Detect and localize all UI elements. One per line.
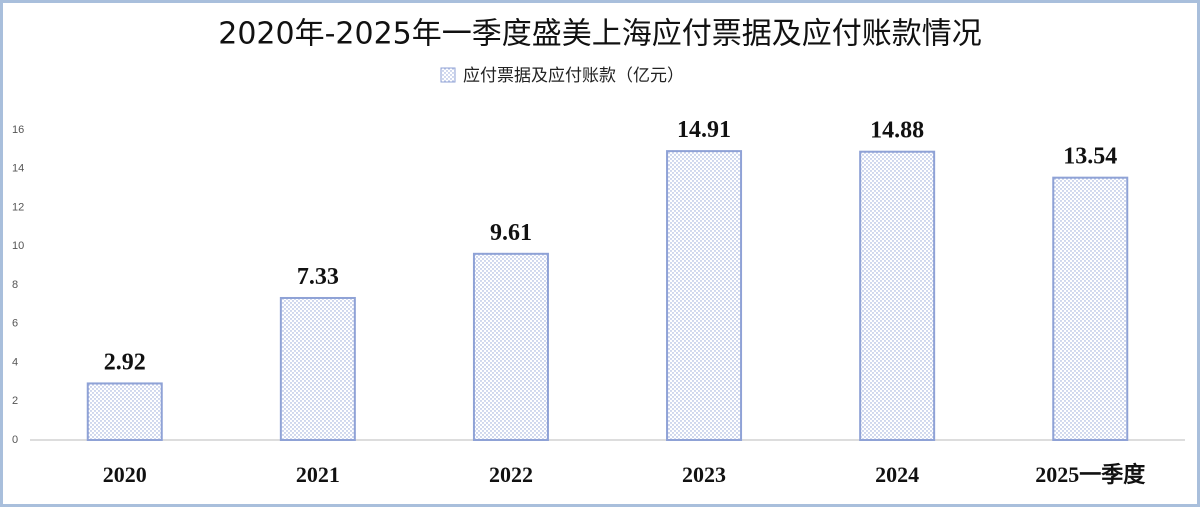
- x-tick-label: 2023: [682, 462, 726, 487]
- y-tick-label: 14: [12, 163, 24, 175]
- bar: [86, 382, 163, 441]
- value-label: 9.61: [490, 220, 532, 246]
- value-label: 13.54: [1063, 144, 1117, 170]
- bar: [859, 150, 936, 441]
- bar: [279, 296, 356, 442]
- bar: [1052, 176, 1129, 441]
- legend-swatch: [440, 67, 456, 83]
- bar: [472, 252, 549, 441]
- y-tick-label: 0: [12, 434, 18, 446]
- x-tick-label: 2025一季度: [1035, 462, 1146, 487]
- x-tick-label: 2024: [875, 462, 919, 487]
- y-tick-label: 16: [12, 124, 24, 136]
- x-tick-label: 2020: [103, 462, 147, 487]
- chart-title: 2020年-2025年一季度盛美上海应付票据及应付账款情况: [218, 17, 982, 52]
- y-tick-label: 10: [12, 240, 24, 252]
- x-tick-label: 2021: [296, 462, 340, 487]
- y-tick-label: 6: [12, 318, 18, 330]
- value-label: 14.91: [677, 117, 731, 143]
- y-tick-label: 4: [12, 356, 18, 368]
- y-tick-label: 12: [12, 201, 24, 213]
- y-tick-label: 8: [12, 279, 18, 291]
- bar: [666, 150, 743, 441]
- value-label: 7.33: [297, 264, 339, 290]
- value-label: 2.92: [104, 349, 146, 375]
- value-label: 14.88: [870, 118, 924, 144]
- legend-label: 应付票据及应付账款（亿元）: [463, 66, 684, 86]
- x-tick-label: 2022: [489, 462, 533, 487]
- y-tick-label: 2: [12, 395, 18, 407]
